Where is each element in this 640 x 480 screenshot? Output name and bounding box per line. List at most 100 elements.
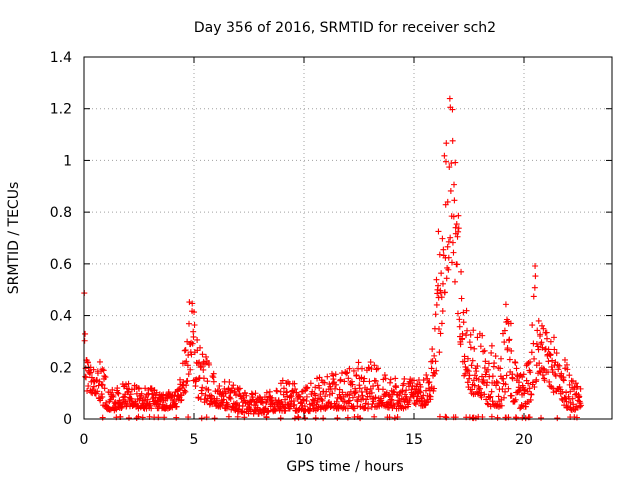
data-point [390, 388, 397, 395]
data-point [447, 187, 454, 194]
data-point [531, 284, 538, 291]
data-point [344, 405, 351, 412]
data-point [474, 363, 481, 370]
data-point [462, 370, 469, 377]
data-point [484, 366, 491, 373]
data-point [301, 403, 308, 410]
data-point [439, 280, 446, 287]
data-point [210, 370, 217, 377]
data-point [478, 373, 485, 380]
data-point [450, 213, 457, 220]
data-point [367, 359, 374, 366]
data-point [190, 333, 197, 340]
data-point [528, 349, 535, 356]
data-point [506, 336, 513, 343]
data-point [441, 152, 448, 159]
data-point [497, 355, 504, 362]
data-point [426, 393, 433, 400]
data-point [460, 309, 467, 316]
data-point [455, 212, 462, 219]
data-point [403, 387, 410, 394]
data-point [82, 330, 89, 337]
data-point [349, 394, 356, 401]
data-point [189, 300, 196, 307]
data-point [523, 377, 530, 384]
data-point [502, 301, 509, 308]
data-point [360, 378, 367, 385]
data-point [545, 358, 552, 365]
data-point [263, 389, 270, 396]
data-point [292, 386, 299, 393]
x-tick-label: 5 [190, 432, 199, 448]
data-point [178, 396, 185, 403]
data-point [439, 235, 446, 242]
data-point [458, 268, 465, 275]
data-point [309, 402, 316, 409]
y-tick-label: 0.4 [50, 309, 72, 325]
data-point [368, 365, 375, 372]
data-point [435, 326, 442, 333]
y-tick-label: 1.2 [50, 102, 72, 118]
data-point [242, 390, 249, 397]
data-point [531, 384, 538, 390]
data-point [456, 323, 463, 330]
data-point [287, 403, 294, 410]
data-point [489, 398, 496, 405]
data-point [431, 352, 438, 359]
data-point [173, 414, 180, 421]
data-point [439, 308, 446, 315]
data-point [329, 380, 336, 387]
data-point [295, 414, 302, 421]
data-point [280, 385, 287, 392]
data-point [197, 344, 204, 351]
data-point [474, 334, 481, 341]
data-point [334, 414, 341, 421]
data-point [453, 221, 460, 228]
data-point [436, 251, 443, 258]
data-point [454, 310, 461, 317]
data-point [107, 396, 114, 403]
data-point [522, 403, 529, 410]
data-point [194, 360, 201, 367]
data-point [259, 400, 266, 407]
data-point [443, 275, 450, 282]
data-point [181, 347, 188, 354]
data-point [484, 379, 491, 386]
data-point [500, 394, 507, 401]
data-point [477, 343, 484, 350]
data-point [122, 381, 129, 388]
data-point [282, 396, 289, 403]
data-point [297, 393, 304, 400]
data-point [440, 246, 447, 253]
data-point [512, 396, 519, 403]
data-point [326, 381, 333, 388]
data-point [509, 375, 516, 382]
data-point [533, 376, 540, 383]
data-point [464, 355, 471, 362]
data-point [485, 360, 492, 367]
data-point [359, 392, 366, 399]
data-point [319, 397, 326, 404]
data-point [374, 382, 381, 389]
data-point [216, 382, 223, 389]
data-point [133, 415, 140, 422]
data-point [449, 137, 456, 144]
data-point [372, 378, 379, 385]
data-point [420, 377, 427, 384]
data-point [457, 341, 464, 348]
data-point [487, 393, 494, 400]
data-point [470, 327, 477, 334]
data-point [438, 320, 445, 327]
data-point [372, 394, 379, 401]
data-point [189, 340, 196, 347]
data-point [546, 383, 553, 390]
data-point [94, 370, 101, 377]
data-point [252, 390, 259, 397]
data-point [406, 397, 413, 404]
data-point [427, 393, 434, 400]
data-point [95, 382, 102, 389]
data-point [332, 371, 339, 378]
data-point [82, 373, 89, 380]
data-point [451, 197, 458, 204]
data-point [502, 388, 509, 395]
